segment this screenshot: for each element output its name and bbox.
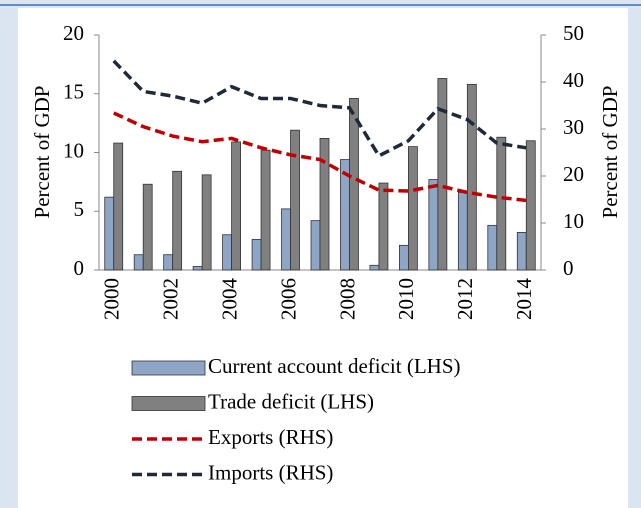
bar [172, 170, 183, 271]
x-tick-label: 2012 [453, 278, 477, 320]
bar [281, 208, 291, 271]
bar [398, 244, 409, 271]
bar [428, 179, 439, 271]
y2-tick-label: 40 [563, 68, 584, 92]
x-tick-label: 2014 [512, 278, 536, 321]
y-tick-label: 20 [63, 21, 84, 45]
bar [496, 136, 507, 271]
bar [525, 140, 536, 271]
x-tick-label: 2002 [158, 278, 182, 320]
x-tick-label: 2004 [217, 278, 241, 321]
bar [457, 192, 468, 271]
x-tick-label: 2000 [100, 278, 124, 320]
y-tick-label: 5 [74, 197, 85, 221]
legend-label: Current account deficit (LHS) [208, 354, 461, 378]
bar [466, 83, 477, 271]
x-tick-label: 2008 [335, 278, 359, 320]
x-tick-label: 2006 [276, 278, 300, 320]
bar [104, 196, 115, 271]
legend-label: Trade deficit (LHS) [208, 389, 374, 413]
line-series [112, 59, 527, 159]
bar [378, 182, 389, 271]
bar [113, 142, 124, 271]
bar [407, 146, 418, 271]
bar [290, 129, 300, 271]
legend-swatch [131, 360, 206, 376]
bar [222, 234, 233, 271]
bar [310, 220, 321, 271]
bar [251, 239, 262, 271]
bar [163, 254, 174, 271]
y2-axis-label: Percent of GDP [598, 86, 622, 219]
bar [516, 231, 527, 271]
legend-label: Imports (RHS) [208, 460, 333, 484]
x-tick-label: 2010 [394, 278, 418, 320]
y-axis-label: Percent of GDP [30, 86, 54, 219]
bar [133, 254, 144, 271]
legend-label: Exports (RHS) [208, 425, 333, 449]
bar [319, 137, 330, 271]
bar [201, 174, 212, 271]
legend-swatch [131, 396, 206, 411]
y2-tick-label: 20 [563, 162, 584, 186]
bar [369, 264, 380, 271]
y-tick-label: 0 [74, 256, 85, 280]
bar [142, 183, 153, 271]
y-tick-label: 15 [63, 80, 84, 104]
bar [260, 149, 271, 271]
bar [192, 266, 203, 271]
y2-tick-label: 10 [563, 209, 584, 233]
y2-tick-label: 50 [563, 21, 584, 45]
bar [231, 141, 242, 271]
bar [487, 224, 498, 271]
bar [437, 78, 448, 271]
bar [349, 98, 359, 271]
line-series [112, 111, 527, 203]
y2-tick-label: 30 [563, 115, 584, 139]
y-tick-label: 10 [63, 138, 84, 162]
y2-tick-label: 0 [563, 256, 574, 280]
